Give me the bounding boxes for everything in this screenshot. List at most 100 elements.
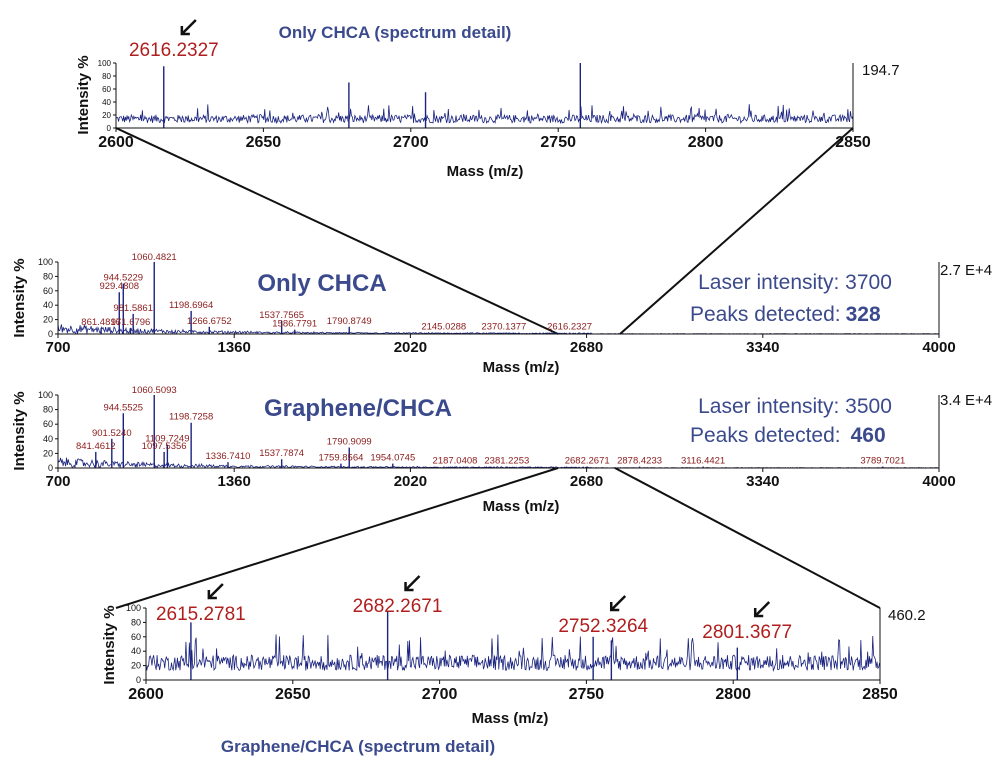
- peak-label: 1060.5093: [132, 385, 177, 396]
- y-tick-label: 20: [43, 315, 53, 325]
- y-tick-label: 80: [43, 405, 53, 415]
- y-tick-label: 80: [43, 271, 53, 281]
- arrow-head-icon: [404, 582, 414, 592]
- x-tick-label: 2600: [98, 134, 134, 151]
- y-tick-label: 40: [43, 300, 53, 310]
- zoom-line-top-left: [115, 127, 559, 335]
- peak-label: 901.5240: [92, 428, 132, 439]
- peak-label: 861.4816: [81, 317, 121, 328]
- peak-label: 2615.2781: [156, 604, 246, 625]
- x-tick-label: 2650: [275, 686, 311, 703]
- spectrum-trace: [115, 63, 854, 128]
- peak-label: 944.5525: [103, 402, 143, 413]
- panel-title: Only CHCA (spectrum detail): [279, 23, 512, 42]
- x-tick-label: 2020: [394, 339, 427, 356]
- y-tick-label: 80: [102, 72, 111, 81]
- x-tick-label: 1360: [218, 339, 251, 356]
- x-tick-label: 700: [45, 473, 70, 490]
- x-axis-title: Mass (m/z): [472, 710, 549, 727]
- peak-label: 2682.2671: [353, 596, 443, 617]
- peak-label: 2682.2671: [565, 456, 610, 467]
- peak-label: 1790.8749: [327, 316, 372, 327]
- y-tick-label: 0: [48, 463, 53, 473]
- peak-label: 929.4808: [99, 281, 139, 292]
- arrow-head-icon: [207, 590, 217, 600]
- x-tick-label: 2600: [128, 686, 164, 703]
- peak-label: 841.4612: [76, 441, 116, 452]
- panel-only-chca: Only CHCA 700 1360 2020 2680 3340 4000 0 20 40 60…: [11, 252, 992, 376]
- x-axis-title: Mass (m/z): [483, 498, 560, 515]
- panel-graphene-chca: Graphene/CHCA 700 1360 2020 2680 3340 4000 0 20…: [11, 385, 992, 515]
- peak-label: 3116.4421: [681, 456, 725, 467]
- x-tick-label: 1360: [218, 473, 251, 490]
- max-intensity: 194.7: [862, 62, 900, 79]
- peak-label: 1198.6964: [169, 300, 213, 311]
- arrow-head-icon: [753, 608, 764, 618]
- y-tick-label: 0: [107, 124, 112, 133]
- peak-label: 981.5861: [113, 303, 153, 314]
- x-tick-label: 2800: [688, 134, 724, 151]
- x-axis-title: Mass (m/z): [483, 359, 560, 376]
- peak-label: 1109.7249: [145, 434, 189, 445]
- panel-only-chca-detail: Only CHCA (spectrum detail) 2600 2650 2700…: [75, 19, 900, 180]
- max-intensity: 3.4 E+4: [940, 392, 992, 409]
- peak-label: 3789.7021: [860, 456, 905, 467]
- peaks-detected: Peaks detected: 460: [690, 424, 886, 447]
- peaks-detected: Peaks detected: 328: [690, 303, 881, 326]
- x-tick-label: 4000: [922, 339, 955, 356]
- x-tick-label: 3340: [746, 473, 779, 490]
- peak-label: 2145.0288: [421, 322, 466, 333]
- y-tick-label: 0: [48, 329, 53, 339]
- peak-label: 1954.0745: [370, 453, 415, 464]
- peak-label: 2616.2327: [547, 322, 592, 333]
- y-tick-label: 100: [38, 390, 53, 400]
- y-tick-label: 100: [126, 603, 141, 613]
- x-tick-label: 2650: [246, 134, 282, 151]
- x-tick-label: 2680: [570, 473, 603, 490]
- y-tick-label: 80: [131, 617, 141, 627]
- arrow-icon: [610, 595, 627, 611]
- peak-label: 944.5229: [103, 273, 143, 284]
- x-tick-label: 2020: [394, 473, 427, 490]
- x-tick-label: 2800: [715, 686, 751, 703]
- arrow-head-icon: [180, 26, 190, 36]
- peak-label: 1759.8564: [318, 453, 363, 464]
- peak-label: 1586.7791: [272, 319, 317, 330]
- arrow-icon: [180, 19, 197, 35]
- arrow-icon: [404, 575, 421, 591]
- max-intensity: 2.7 E+4: [940, 262, 992, 279]
- peak-label: 971.6796: [111, 317, 151, 328]
- y-tick-label: 40: [43, 434, 53, 444]
- peak-label: 1537.7565: [259, 310, 304, 321]
- arrow-icon: [207, 583, 224, 599]
- arrow-icon: [754, 601, 771, 617]
- y-axis-title: Intensity %: [101, 605, 118, 684]
- arrow-head-icon: [609, 602, 620, 612]
- peak-label: 2878.4233: [617, 456, 662, 467]
- y-tick-label: 40: [131, 646, 141, 656]
- y-tick-label: 40: [102, 98, 111, 107]
- peak-label: 2370.1377: [481, 322, 526, 333]
- laser-intensity: Laser intensity: 3700: [698, 271, 892, 294]
- peak-label: 1266.6752: [187, 316, 232, 327]
- peak-label: 1097.5356: [142, 441, 187, 452]
- laser-intensity: Laser intensity: 3500: [698, 395, 892, 418]
- y-tick-label: 20: [131, 661, 141, 671]
- x-tick-label: 700: [45, 339, 70, 356]
- zoom-line-top-right: [619, 127, 854, 335]
- y-tick-label: 100: [98, 59, 112, 68]
- spectrum-noise-trace: [145, 634, 880, 673]
- y-axis-title: Intensity %: [11, 258, 28, 337]
- y-tick-label: 60: [43, 419, 53, 429]
- x-tick-label: 2750: [540, 134, 576, 151]
- zoom-line-bottom-left: [115, 467, 559, 609]
- spectrum-trace: [145, 611, 880, 680]
- x-tick-label: 2850: [862, 686, 898, 703]
- y-axis-title: Intensity %: [75, 55, 92, 134]
- peak-label: 1336.7410: [206, 451, 251, 462]
- panel-title: Graphene/CHCA (spectrum detail): [221, 737, 495, 756]
- peak-label: 1790.9099: [327, 437, 372, 448]
- y-tick-label: 20: [102, 111, 111, 120]
- peak-label: 2187.0408: [433, 456, 478, 467]
